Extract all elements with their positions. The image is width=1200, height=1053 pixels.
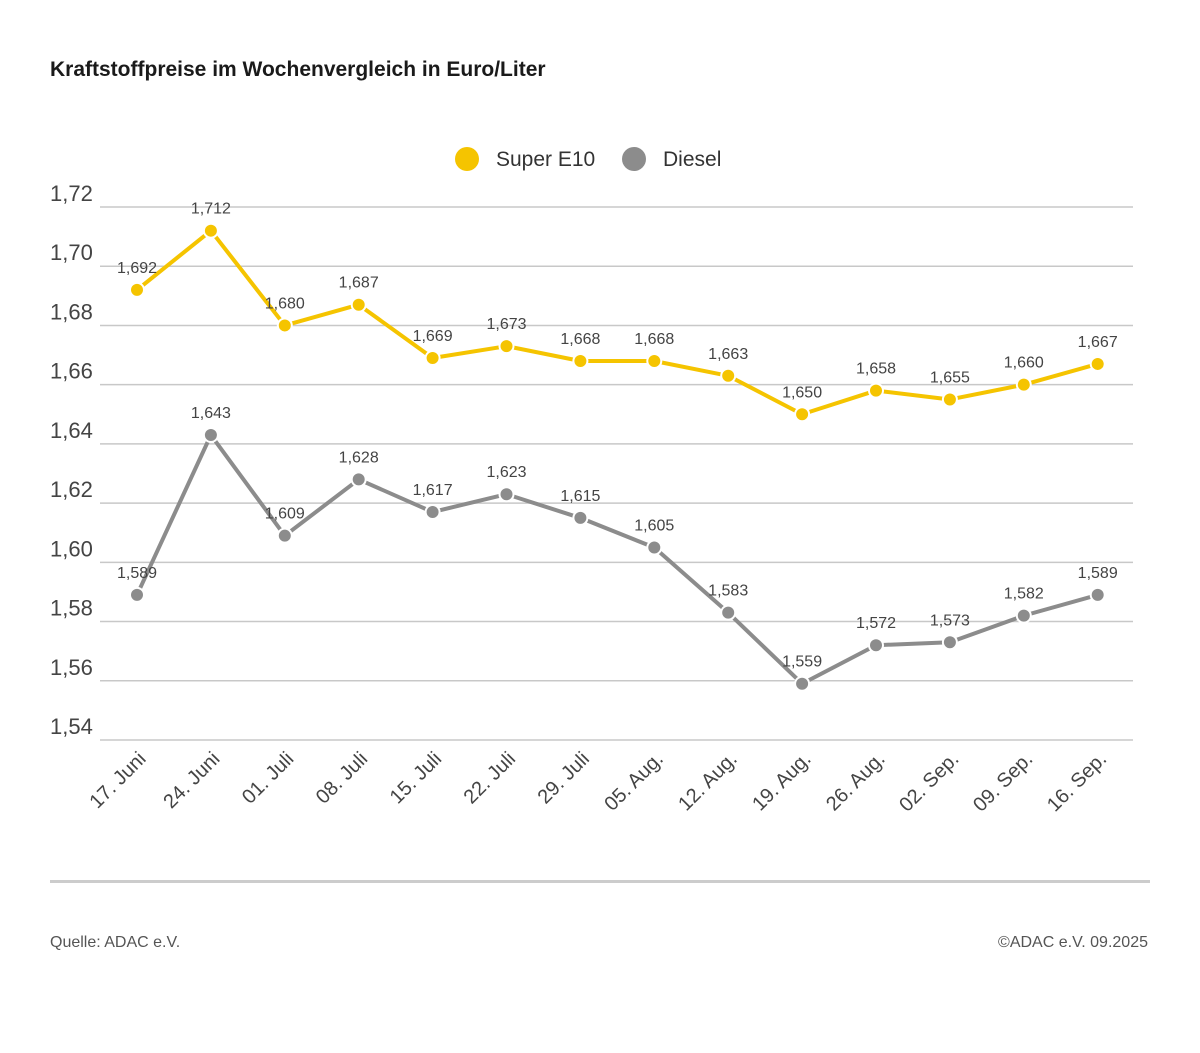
data-point xyxy=(276,527,293,544)
x-axis: 17. Juni 24. Juni 01. Juli 08. Juli 15. Juli… xyxy=(85,748,1111,816)
data-label: 1,658 xyxy=(856,361,896,378)
data-point xyxy=(1015,376,1032,393)
data-point xyxy=(1015,607,1032,624)
data-point xyxy=(646,539,663,556)
grid xyxy=(100,206,1133,741)
data-label: 1,680 xyxy=(265,295,305,312)
series-line xyxy=(135,228,1100,417)
legend-marker xyxy=(455,147,479,171)
x-tick-label: 22. Juli xyxy=(460,748,520,808)
data-label: 1,660 xyxy=(1004,355,1044,372)
y-tick-label: 1,68 xyxy=(50,299,93,324)
x-tick-label: 05. Aug. xyxy=(600,748,667,815)
data-point xyxy=(202,427,219,444)
footer-divider xyxy=(50,880,1150,883)
line-chart: Super E10 Diesel 1,54 1,56 1,58 1,60 1,62 1,64… xyxy=(50,147,1133,816)
data-point xyxy=(1089,586,1106,603)
data-label: 1,589 xyxy=(1078,565,1118,582)
data-point xyxy=(424,503,441,520)
x-tick-label: 16. Sep. xyxy=(1043,748,1111,816)
data-point xyxy=(720,367,737,384)
data-label: 1,668 xyxy=(560,331,600,348)
data-point xyxy=(276,317,293,334)
x-tick-label: 17. Juni xyxy=(85,748,150,813)
series-diesel: 1,589 1,643 1,609 1,628 1,617 1,623 1,615 1,605… xyxy=(117,405,1118,692)
data-label: 1,583 xyxy=(708,583,748,600)
legend-label: Diesel xyxy=(663,148,721,171)
data-label: 1,687 xyxy=(339,275,379,292)
data-point xyxy=(720,604,737,621)
data-point xyxy=(868,382,884,399)
data-label: 1,663 xyxy=(708,346,748,363)
y-tick-label: 1,56 xyxy=(50,655,93,680)
data-label: 1,559 xyxy=(782,654,822,671)
data-point xyxy=(350,296,367,313)
legend: Super E10 Diesel xyxy=(455,147,721,171)
data-point xyxy=(129,586,145,603)
y-tick-label: 1,64 xyxy=(50,418,93,443)
data-label: 1,609 xyxy=(265,506,305,523)
data-point xyxy=(794,406,811,423)
y-tick-label: 1,60 xyxy=(50,536,93,561)
x-tick-label: 08. Juli xyxy=(312,748,372,808)
data-label: 1,628 xyxy=(339,449,379,466)
series-group: 1,692 1,712 1,680 1,687 1,669 1,673 1,668 1,668… xyxy=(117,201,1118,692)
y-tick-label: 1,54 xyxy=(50,714,93,739)
x-tick-label: 09. Sep. xyxy=(969,748,1037,816)
data-label: 1,623 xyxy=(486,464,526,481)
data-point xyxy=(572,509,589,526)
data-point xyxy=(129,281,145,298)
x-tick-label: 01. Juli xyxy=(238,748,298,808)
data-label: 1,615 xyxy=(560,488,600,505)
data-point xyxy=(868,637,884,654)
source-note: Quelle: ADAC e.V. xyxy=(50,934,181,951)
x-tick-label: 12. Aug. xyxy=(674,748,741,815)
data-point xyxy=(202,222,219,239)
x-tick-label: 19. Aug. xyxy=(748,748,815,815)
x-tick-label: 02. Sep. xyxy=(895,748,963,816)
data-label: 1,712 xyxy=(191,201,231,218)
data-label: 1,643 xyxy=(191,405,231,422)
data-label: 1,692 xyxy=(117,260,157,277)
y-axis: 1,54 1,56 1,58 1,60 1,62 1,64 1,66 1,68 1,70 1,72 xyxy=(50,181,93,739)
data-point xyxy=(350,471,367,488)
data-label: 1,589 xyxy=(117,565,157,582)
data-label: 1,669 xyxy=(413,328,453,345)
data-point xyxy=(646,352,663,369)
data-point xyxy=(941,391,958,408)
data-point xyxy=(498,338,515,355)
data-label: 1,668 xyxy=(634,331,674,348)
y-tick-label: 1,62 xyxy=(50,477,93,502)
data-label: 1,605 xyxy=(634,518,674,535)
data-label: 1,573 xyxy=(930,612,970,629)
x-tick-label: 29. Juli xyxy=(534,748,594,808)
data-point xyxy=(498,486,515,503)
data-label: 1,572 xyxy=(856,615,896,632)
chart-title: Kraftstoffpreise im Wochenvergleich in E… xyxy=(50,58,546,81)
data-label: 1,650 xyxy=(782,384,822,401)
data-point xyxy=(1089,355,1106,372)
data-label: 1,667 xyxy=(1078,334,1118,351)
data-point xyxy=(424,350,441,367)
series-line xyxy=(135,433,1100,686)
data-point xyxy=(941,634,958,651)
y-tick-label: 1,72 xyxy=(50,181,93,206)
data-label: 1,655 xyxy=(930,369,970,386)
data-label: 1,673 xyxy=(486,316,526,333)
x-tick-label: 15. Juli xyxy=(386,748,446,808)
series-super-e10: 1,692 1,712 1,680 1,687 1,669 1,673 1,668 1,668… xyxy=(117,201,1118,423)
y-tick-label: 1,58 xyxy=(50,596,93,621)
legend-marker xyxy=(622,147,646,171)
copyright-note: ©ADAC e.V. 09.2025 xyxy=(998,934,1148,951)
data-label: 1,582 xyxy=(1004,586,1044,603)
data-point xyxy=(572,352,589,369)
x-tick-label: 26. Aug. xyxy=(822,748,889,815)
legend-label: Super E10 xyxy=(496,148,595,171)
x-tick-label: 24. Juni xyxy=(159,748,224,813)
data-point xyxy=(794,675,811,692)
y-tick-label: 1,70 xyxy=(50,240,93,265)
y-tick-label: 1,66 xyxy=(50,359,93,384)
data-label: 1,617 xyxy=(413,482,453,499)
